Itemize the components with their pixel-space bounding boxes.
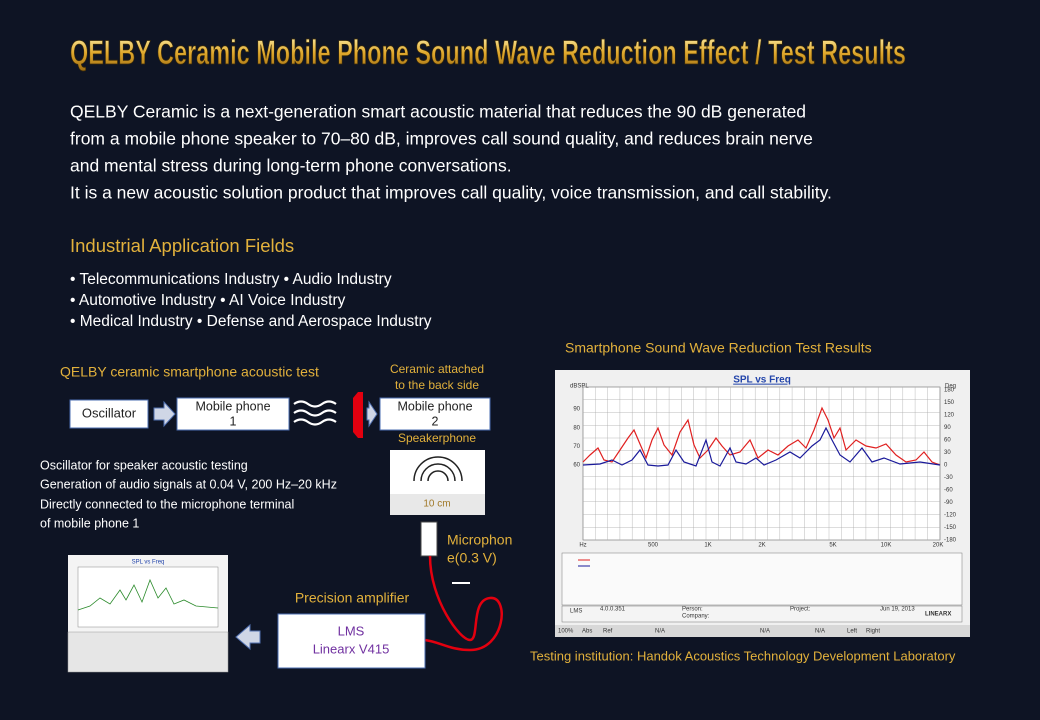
left-unit: dBSPL xyxy=(570,384,589,390)
thumbnail-plot xyxy=(77,566,219,628)
speaker-arcs xyxy=(413,456,463,482)
x-tick-label: 1K xyxy=(704,543,711,549)
field-item: • Telecommunications Industry • Audio In… xyxy=(70,271,392,288)
results-source: Testing institution: Handok Acoustics Te… xyxy=(530,648,956,663)
phone2-box xyxy=(379,397,491,431)
oscillator-label: Oscillator xyxy=(82,405,137,420)
x-tick-label: Hz xyxy=(579,543,586,549)
blue-curve xyxy=(582,426,941,467)
left-tick-label: 60 xyxy=(573,463,580,469)
results-heading: Smartphone Sound Wave Reduction Test Res… xyxy=(565,340,872,356)
arrow xyxy=(153,400,176,428)
legend-panel xyxy=(561,552,963,606)
ceramic xyxy=(353,392,363,438)
toolbar xyxy=(555,625,970,637)
info-text: Project: xyxy=(790,607,811,613)
plot-grid xyxy=(583,386,940,541)
field-item: • Medical Industry • Defense and Aerospa… xyxy=(70,313,432,330)
cable xyxy=(424,555,503,652)
thumbnail-footer xyxy=(67,631,229,673)
red-curve xyxy=(582,406,941,466)
phone1-label: Mobile phone xyxy=(195,399,270,413)
info-text: LINEARX xyxy=(925,612,951,618)
toolbar-item: Right xyxy=(866,629,880,635)
intro-line: and mental stress during long-term phone… xyxy=(70,156,512,176)
right-tick-label: 150 xyxy=(944,400,955,406)
field-item: • Automotive Industry • AI Voice Industr… xyxy=(70,292,346,309)
right-tick-label: 0 xyxy=(944,463,948,469)
microphone-label: Microphon xyxy=(447,532,512,548)
info-text: Person: xyxy=(682,607,703,613)
note-line: Directly connected to the microphone ter… xyxy=(40,497,294,511)
right-tick-label: 60 xyxy=(944,438,951,444)
right-tick-label: -180 xyxy=(944,538,957,544)
note-line: of mobile phone 1 xyxy=(40,516,139,530)
intro: QELBY Ceramic is a next-generation smart… xyxy=(70,102,832,203)
intro-line: It is a new acoustic solution product th… xyxy=(70,183,832,203)
results-chart-title: SPL vs Freq xyxy=(733,375,791,386)
right-tick-label: 90 xyxy=(944,425,951,431)
phone2-label: 2 xyxy=(432,414,439,428)
x-tick-label: 2K xyxy=(758,543,765,549)
intro-line: from a mobile phone speaker to 70–80 dB,… xyxy=(70,129,813,149)
x-tick-label: 500 xyxy=(648,543,659,549)
right-tick-label: -90 xyxy=(944,500,953,506)
arrow xyxy=(235,623,261,651)
toolbar-item: N/A xyxy=(760,629,770,635)
info-text: 4.0.0.351 xyxy=(600,607,626,613)
x-tick-label: 10K xyxy=(881,543,892,549)
speakerphone-label: Speakerphone xyxy=(398,431,476,445)
thumbnail-title: SPL vs Freq xyxy=(132,560,165,566)
info-text: Company: xyxy=(682,614,710,620)
distance-label: 10 cm xyxy=(423,499,450,510)
phone1-label: 1 xyxy=(230,414,237,428)
intro-line: QELBY Ceramic is a next-generation smart… xyxy=(70,102,806,122)
right-tick-label: 30 xyxy=(944,450,951,456)
toolbar-item: N/A xyxy=(655,629,665,635)
right-tick-label: 180 xyxy=(944,388,955,394)
ceramic-note: to the back side xyxy=(395,378,479,392)
info-row xyxy=(561,605,963,623)
left-tick-label: 90 xyxy=(573,407,580,413)
oscillator-box xyxy=(69,399,149,429)
right-tick-label: -60 xyxy=(944,488,953,494)
x-tick-label: 20K xyxy=(933,543,944,549)
x-tick-label: 5K xyxy=(829,543,836,549)
microphone-label: e(0.3 V) xyxy=(447,550,497,566)
amplifier-label: Linearx V415 xyxy=(313,641,390,656)
right-tick-label: -30 xyxy=(944,475,953,481)
info-text: LMS xyxy=(570,609,582,615)
amplifier-caption: Precision amplifier xyxy=(295,590,410,606)
note-line: Oscillator for speaker acoustic testing xyxy=(40,458,248,472)
microphone xyxy=(420,521,438,557)
right-tick-label: -120 xyxy=(944,513,957,519)
toolbar-item: 100% xyxy=(558,629,574,635)
toolbar-item: Ref xyxy=(603,629,613,635)
phone2-label: Mobile phone xyxy=(397,399,472,413)
note-line: Generation of audio signals at 0.04 V, 2… xyxy=(40,477,337,491)
amplifier-box xyxy=(277,613,426,669)
toolbar-item: Left xyxy=(847,629,857,635)
toolbar-item: N/A xyxy=(815,629,825,635)
info-text: Jun 19, 2013 xyxy=(880,607,915,613)
diagram-title: QELBY ceramic smartphone acoustic test xyxy=(60,364,319,380)
right-tick-label: 120 xyxy=(944,413,955,419)
thumbnail-curve xyxy=(77,578,219,611)
right-tick-label: -150 xyxy=(944,525,957,531)
toolbar-item: Abs xyxy=(582,629,592,635)
title: QELBY Ceramic Mobile Phone Sound Wave Re… xyxy=(70,34,906,72)
sound-waves xyxy=(293,400,337,426)
ceramic-note: Ceramic attached xyxy=(390,362,484,376)
amplifier-label: LMS xyxy=(338,623,365,638)
distance-band xyxy=(390,494,485,515)
phone1-box xyxy=(176,397,290,431)
left-tick-label: 70 xyxy=(573,444,580,450)
fields-heading: Industrial Application Fields xyxy=(70,235,294,256)
right-unit: Deg xyxy=(945,384,956,390)
left-tick-label: 80 xyxy=(573,425,580,431)
arrow xyxy=(366,400,378,428)
